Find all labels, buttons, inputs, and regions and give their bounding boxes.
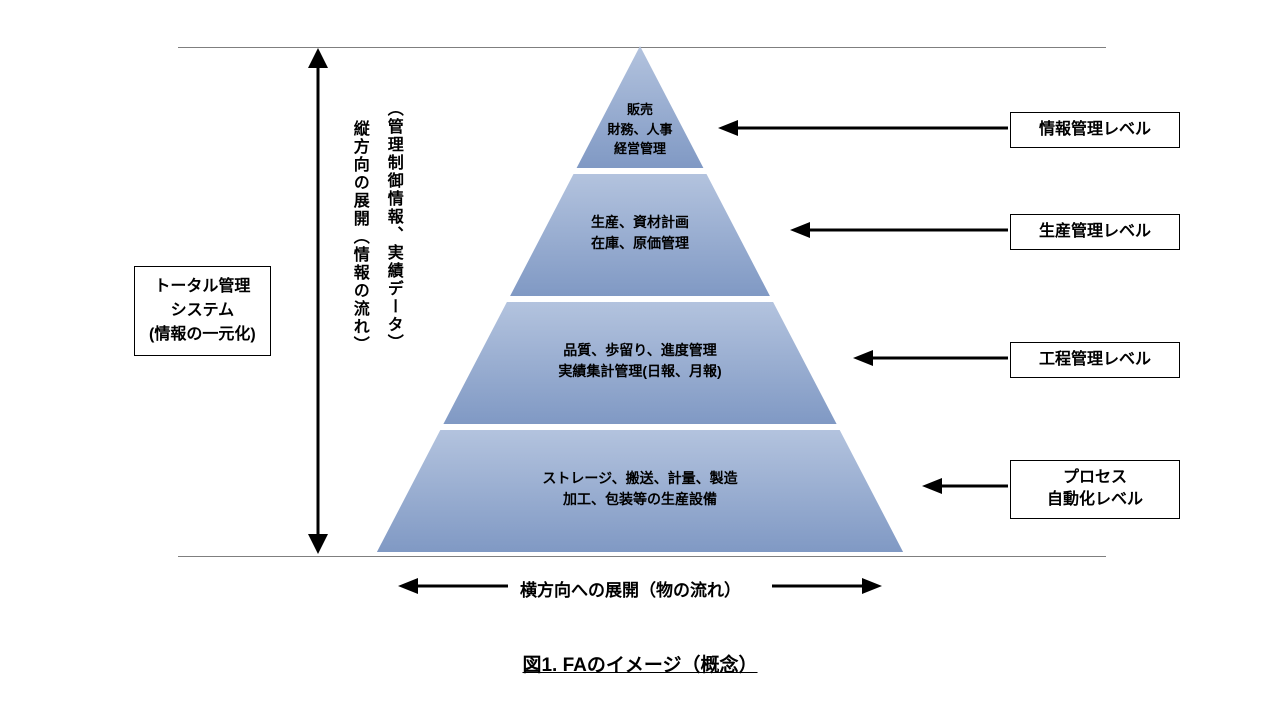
tier1-text: 販売 財務、人事 経営管理 xyxy=(607,100,672,159)
guideline-bottom xyxy=(178,556,1106,557)
left-box-line1: トータル管理 xyxy=(149,275,256,299)
level-box-2: 生産管理レベル xyxy=(1010,214,1180,250)
vertical-label-1: 縦方向の展開（情報の流れ） xyxy=(344,120,373,354)
arrow-tier4 xyxy=(922,474,1008,498)
vertical-double-arrow xyxy=(304,48,332,554)
arrow-tier2 xyxy=(790,218,1008,242)
diagram-stage: トータル管理 システム (情報の一元化) 縦方向の展開（情報の流れ） （管理制御… xyxy=(0,0,1280,720)
left-box-line2: システム xyxy=(149,299,256,323)
arrow-tier1 xyxy=(718,116,1008,140)
left-summary-box: トータル管理 システム (情報の一元化) xyxy=(134,266,271,356)
tier2-text: 生産、資材計画 在庫、原価管理 xyxy=(591,212,689,254)
tier4-text: ストレージ、搬送、計量、製造 加工、包装等の生産設備 xyxy=(542,468,737,510)
level-box-4: プロセス 自動化レベル xyxy=(1010,460,1180,519)
figure-caption: 図1. FAのイメージ（概念） xyxy=(490,650,790,677)
level-box-1: 情報管理レベル xyxy=(1010,112,1180,148)
left-box-line3: (情報の一元化) xyxy=(149,323,256,347)
tier3-text: 品質、歩留り、進度管理 実績集計管理(日報、月報) xyxy=(558,340,721,382)
bottom-horizontal-label: 横方向への展開（物の流れ） xyxy=(520,576,741,601)
arrow-tier3 xyxy=(853,346,1008,370)
level-box-3: 工程管理レベル xyxy=(1010,342,1180,378)
